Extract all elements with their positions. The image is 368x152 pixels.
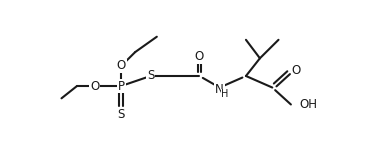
Text: OH: OH [300, 98, 318, 111]
Text: N: N [215, 83, 224, 96]
Text: P: P [118, 79, 125, 93]
Text: H: H [221, 90, 229, 99]
Text: O: O [292, 64, 301, 77]
Text: S: S [147, 69, 154, 83]
Text: S: S [117, 108, 125, 121]
Text: O: O [195, 50, 204, 63]
Text: O: O [117, 59, 126, 73]
Text: O: O [90, 79, 99, 93]
